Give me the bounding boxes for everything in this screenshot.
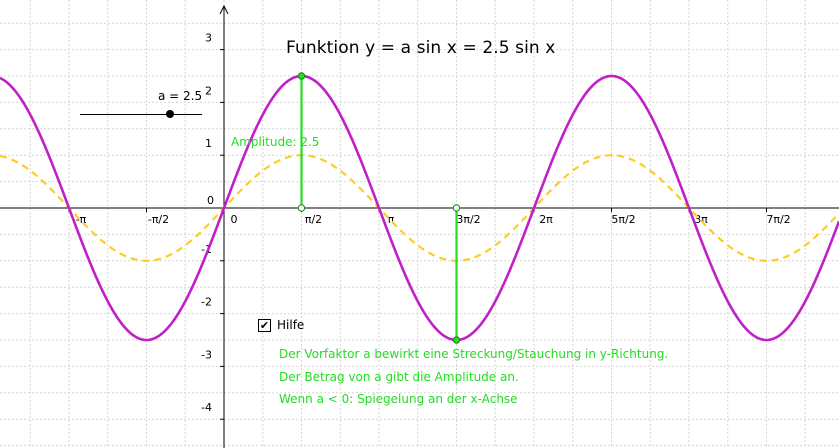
x-tick-label: π/2 <box>305 213 322 226</box>
amplitude-point-peak[interactable] <box>452 336 461 344</box>
y-tick-label: -1 <box>201 243 212 256</box>
x-tick-label: -π <box>76 213 87 226</box>
slider-value-label: a = 2.5 <box>158 89 203 103</box>
main-sine-curve[interactable] <box>0 74 839 342</box>
x-tick-label: π <box>388 213 395 226</box>
amplitude-label: Amplitude: 2.5 <box>231 135 320 149</box>
x-tick-label: 3π/2 <box>456 213 480 226</box>
amplitude-point-base[interactable] <box>452 204 461 212</box>
reference-sine-curve[interactable] <box>0 154 839 262</box>
x-tick-label: -π/2 <box>148 213 169 226</box>
origin-label: 0 <box>231 213 238 226</box>
hilfe-checkbox[interactable]: ✔ Hilfe <box>258 317 304 333</box>
y-tick-label: 1 <box>205 137 212 150</box>
amplitude-slider[interactable] <box>80 107 202 123</box>
slider-knob[interactable] <box>166 110 174 118</box>
y-tick-label: -3 <box>201 348 212 361</box>
help-text-line-3: Wenn a < 0: Spiegelung an der x-Achse <box>279 392 518 406</box>
y-tick-label: -4 <box>201 401 212 414</box>
y-tick-label: 3 <box>205 32 212 45</box>
hilfe-label: Hilfe <box>277 318 305 332</box>
x-tick-label: 5π/2 <box>611 213 635 226</box>
y-tick-label: -2 <box>201 296 212 309</box>
help-text-line-2: Der Betrag von a gibt die Amplitude an. <box>279 370 519 384</box>
x-tick-label: 7π/2 <box>766 213 790 226</box>
x-tick-label: 2π <box>539 213 553 226</box>
y-tick-label: 0 <box>207 194 214 207</box>
y-axis-arrow-icon <box>219 4 229 15</box>
y-tick-label: 2 <box>205 84 212 97</box>
help-text-line-1: Der Vorfaktor a bewirkt eine Streckung/S… <box>279 347 669 361</box>
slider-track[interactable] <box>80 114 202 115</box>
amplitude-point-peak[interactable] <box>297 72 306 80</box>
function-title: Funktion y = a sin x = 2.5 sin x <box>286 38 556 58</box>
amplitude-point-base[interactable] <box>297 204 306 212</box>
checkbox-check-icon[interactable]: ✔ <box>258 318 271 332</box>
